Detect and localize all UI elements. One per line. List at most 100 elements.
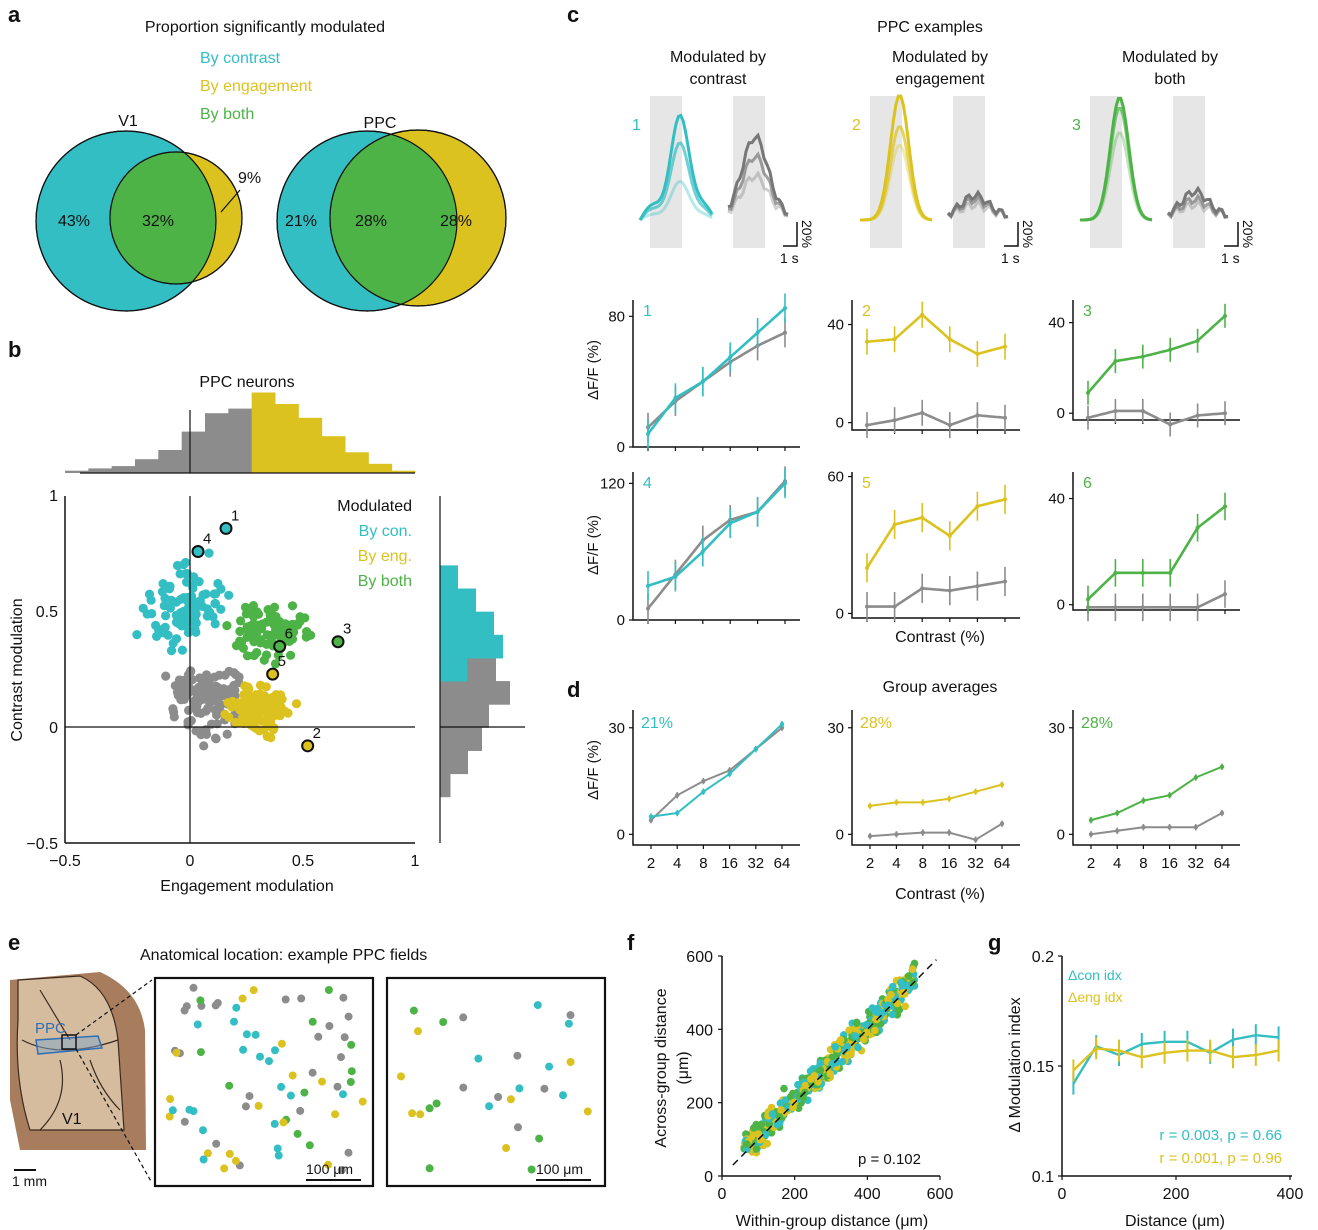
scatter-point-con <box>195 596 205 606</box>
panel-c-title: PPC examples <box>877 19 983 36</box>
group-point-engaged <box>999 782 1005 787</box>
curve-ytick: 0 <box>1057 405 1065 422</box>
top-hist-bar-eng <box>298 417 323 473</box>
g-line-eng <box>1072 1047 1279 1072</box>
group-point-engaged <box>1193 775 1199 780</box>
top-hist-bar-none <box>88 468 113 473</box>
curve-point-engaged <box>1086 597 1090 602</box>
field-cell <box>212 1139 221 1148</box>
example-neuron-label-5: 5 <box>278 653 286 670</box>
fit-curve-passive <box>1087 409 1226 426</box>
curve-point-passive <box>1140 605 1145 610</box>
scatter-point-both <box>286 650 296 660</box>
panel-label-f: f <box>627 930 635 955</box>
curve-point-passive <box>1086 415 1090 420</box>
curve-point-passive <box>892 418 897 423</box>
curve-axes <box>851 472 1020 619</box>
group-xtick: 64 <box>994 855 1011 872</box>
trace-engaged <box>638 113 714 221</box>
scatter-point-con <box>177 645 187 655</box>
group-point-passive <box>920 830 925 835</box>
f-point <box>871 1026 879 1035</box>
curve-axes <box>1072 472 1240 611</box>
field-cell <box>296 1106 305 1115</box>
scatter-point-eng <box>251 693 261 703</box>
field-cell <box>583 1107 592 1116</box>
scatter-point-both <box>287 601 298 611</box>
c-ylabel-row1: ΔF/F (%) <box>585 340 602 400</box>
curve-point-engaged <box>1113 570 1118 575</box>
f-ytick: 200 <box>686 1096 713 1113</box>
group-xtick: 64 <box>774 855 791 872</box>
group-line-engaged <box>869 783 1003 807</box>
c-scalebar-time-1: 1 s <box>780 250 799 266</box>
f-xtick: 400 <box>854 1186 881 1203</box>
group-point-engaged <box>675 810 680 816</box>
field-cell <box>168 1106 177 1115</box>
fit-curve-engaged <box>865 498 1006 569</box>
group-percent-label: 21% <box>641 715 673 732</box>
f-point <box>743 1145 751 1154</box>
scatter-point-none <box>213 683 223 693</box>
group-xtick: 32 <box>967 855 984 872</box>
curve-point-engaged <box>1168 570 1173 575</box>
group-xtick: 16 <box>1161 855 1178 872</box>
g-xtick: 200 <box>1163 1186 1190 1203</box>
group-point-engaged <box>1167 793 1172 798</box>
group-point-passive <box>1193 825 1199 830</box>
field-cell <box>540 1084 549 1093</box>
curve-point-engaged <box>920 515 925 520</box>
f-point <box>862 1028 871 1037</box>
field-cell <box>416 1110 425 1119</box>
b-xtick-neg05: −0.5 <box>49 853 81 870</box>
top-hist-bar-eng <box>251 392 276 473</box>
curve-ytick: 80 <box>608 308 625 325</box>
b-ylabel: Contrast modulation <box>9 598 26 741</box>
venn-v1-contrast-pct: 43% <box>58 213 90 230</box>
venn-ppc-contrast-pct: 21% <box>285 213 317 230</box>
field-cell <box>333 1082 342 1091</box>
curve-point-passive <box>865 604 869 609</box>
field-cell <box>165 1112 174 1121</box>
field-cell <box>300 1088 309 1097</box>
scatter-point-con <box>160 622 170 632</box>
top-hist-bar-eng <box>368 463 393 473</box>
b-ytick-0: 0 <box>49 720 58 737</box>
group-point-engaged <box>920 800 925 805</box>
f-point <box>754 1130 763 1138</box>
top-hist-bar-none <box>181 431 206 473</box>
field-cell <box>397 1072 405 1081</box>
group-line-passive <box>1090 812 1223 836</box>
field-cell <box>254 1101 263 1110</box>
venn-v1-engagement-pct: 9% <box>238 170 261 187</box>
scatter-point-none <box>201 729 212 740</box>
c-scalebar-time-3: 1 s <box>1221 250 1240 266</box>
b-xtick-0: 0 <box>186 853 195 870</box>
scatter-point-none <box>184 670 194 680</box>
right-hist-bar-con <box>440 634 503 659</box>
group-ytick: 0 <box>617 826 625 843</box>
c-scalebar-time-2: 1 s <box>1001 250 1020 266</box>
scatter-point-con <box>171 597 181 607</box>
scatter-point-con <box>138 603 148 613</box>
group-ytick: 0 <box>836 826 844 843</box>
field-location-box <box>61 1034 77 1050</box>
field-cell <box>485 1102 494 1111</box>
group-point-engaged <box>648 814 654 819</box>
top-hist-bar-none <box>111 466 136 473</box>
example-neuron-label-3: 3 <box>343 621 351 638</box>
curve-point-engaged <box>1003 497 1007 502</box>
panel-a-title: Proportion significantly modulated <box>145 19 385 36</box>
scatter-point-con <box>210 619 220 629</box>
top-hist-bar-eng <box>275 404 299 473</box>
field-cell <box>533 1001 542 1010</box>
c-col1-title-1: Modulated by <box>670 49 766 66</box>
scatter-point-none <box>212 695 222 705</box>
field-cell <box>230 1017 238 1026</box>
b-ytick-neg05: −0.5 <box>26 836 58 853</box>
f-point <box>860 1035 868 1044</box>
panel-d-group-averages: 0 30 2 4 8 16 32 64 21% 0 30 2 4 8 16 32 64 28% 0 30 2 4 8 16 32… <box>608 710 1240 872</box>
fit-curve-passive <box>1088 592 1226 609</box>
group-xtick: 2 <box>1087 855 1095 872</box>
